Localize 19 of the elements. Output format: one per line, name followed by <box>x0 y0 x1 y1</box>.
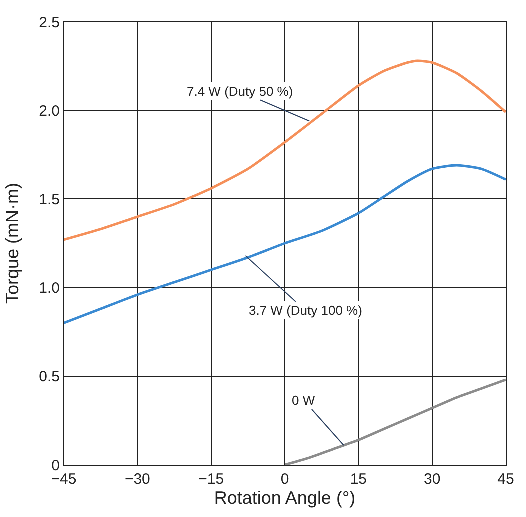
y-tick-label: 1.5 <box>39 191 60 208</box>
x-tick-label: 0 <box>280 471 290 488</box>
annotation: 0 W <box>292 393 316 408</box>
annotation: 3.7 W (Duty 100 %) <box>249 303 362 318</box>
annotation: 7.4 W (Duty 50 %) <box>187 84 294 99</box>
y-tick-label: 0.5 <box>39 368 60 386</box>
y-axis-title: Torque (mN·m) <box>2 182 22 304</box>
x-tick-label: 15 <box>350 471 368 488</box>
y-tick-label: 2.0 <box>39 102 60 120</box>
x-tick-label: 30 <box>424 471 441 488</box>
y-tick-label: 1.0 <box>39 280 60 298</box>
x-axis-title: Rotation Angle (°) <box>214 488 356 508</box>
y-tick-label: 2.5 <box>39 14 60 32</box>
x-tick-label: −15 <box>198 471 224 488</box>
x-tick-label: −30 <box>124 471 150 488</box>
line-series <box>64 60 506 242</box>
x-tick-label: 45 <box>498 471 514 488</box>
line-series <box>64 164 506 324</box>
line-series <box>284 378 506 465</box>
